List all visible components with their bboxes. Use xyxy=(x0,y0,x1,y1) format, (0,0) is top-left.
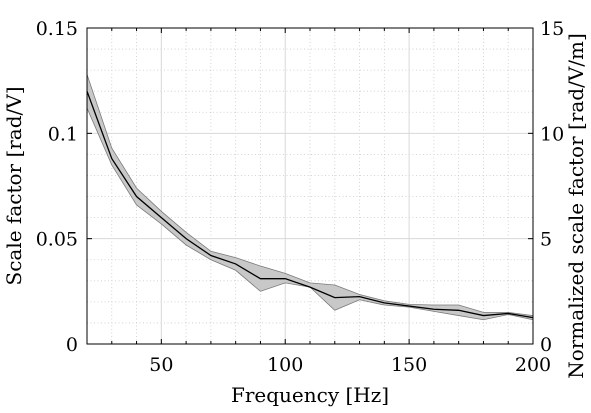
series-layer xyxy=(86,74,534,321)
y2-tick-label: 15 xyxy=(540,18,564,40)
y2-tick-label: 0 xyxy=(540,334,552,356)
y2-tick-label: 10 xyxy=(540,123,564,145)
series-line xyxy=(86,90,534,319)
y2-tick-label: 5 xyxy=(540,229,552,251)
tick-marks xyxy=(87,27,534,345)
x-tick-label: 50 xyxy=(149,354,173,376)
x-tick-label: 100 xyxy=(267,354,303,376)
x-tick-label: 200 xyxy=(515,354,551,376)
y-tick-label: 0.05 xyxy=(36,229,78,251)
x-axis-label: Frequency [Hz] xyxy=(231,383,389,407)
y-axis-label: Scale factor [rad/V] xyxy=(2,86,26,285)
x-tick-label: 150 xyxy=(391,354,427,376)
y-tick-label: 0.15 xyxy=(36,18,78,40)
y-tick-label: 0 xyxy=(66,334,78,356)
y-tick-labels: 0 0.05 0.1 0.15 xyxy=(36,18,78,356)
y2-axis-label: Normalized scale factor [rad/V/m] xyxy=(564,33,588,379)
y-tick-label: 0.1 xyxy=(48,123,78,145)
minor-grid xyxy=(87,28,533,344)
x-tick-labels: 50 100 150 200 xyxy=(149,354,551,376)
uncertainty-band xyxy=(86,74,534,321)
y2-tick-labels: 0 5 10 15 xyxy=(540,18,564,356)
